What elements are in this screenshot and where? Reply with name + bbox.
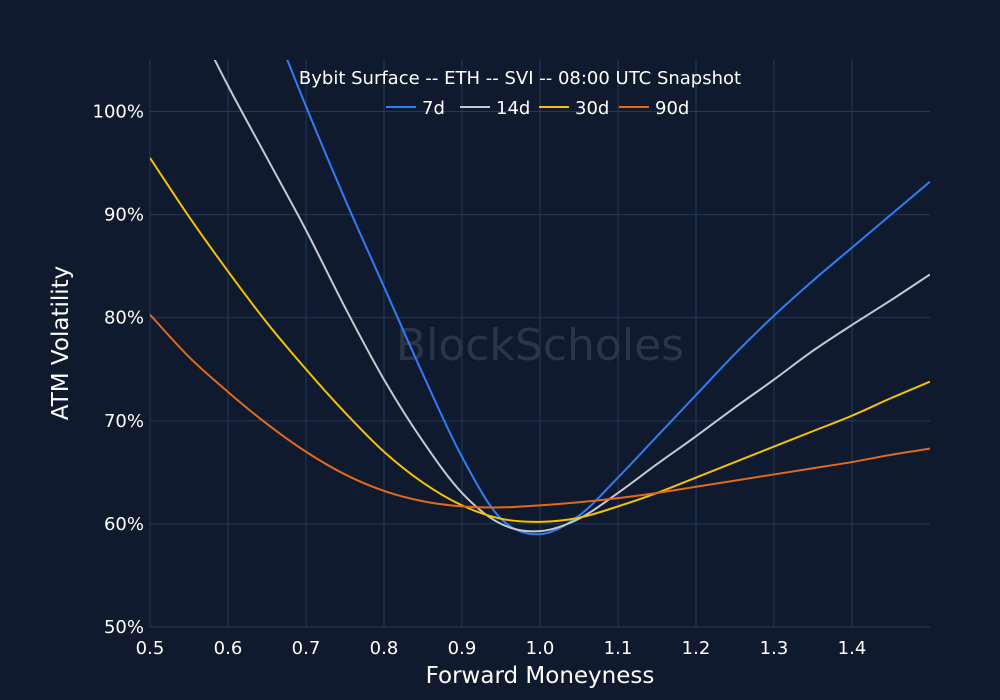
chart-title: Bybit Surface -- ETH -- SVI -- 08:00 UTC… bbox=[299, 68, 741, 89]
legend-item-90d[interactable]: 90d bbox=[619, 98, 689, 119]
legend-label: 30d bbox=[575, 98, 609, 119]
legend-label: 7d bbox=[422, 98, 445, 119]
series-lines bbox=[150, 60, 930, 536]
y-tick-label: 60% bbox=[104, 514, 144, 535]
watermark: BlockScholes bbox=[396, 320, 684, 371]
legend-item-14d[interactable]: 14d bbox=[460, 98, 530, 119]
x-tick-label: 0.9 bbox=[448, 638, 477, 659]
y-tick-label: 90% bbox=[104, 205, 144, 226]
y-tick-label: 100% bbox=[93, 102, 144, 123]
y-tick-label: 70% bbox=[104, 411, 144, 432]
x-tick-label: 1.2 bbox=[682, 638, 711, 659]
legend-item-30d[interactable]: 30d bbox=[539, 98, 609, 119]
x-tick-label: 1.0 bbox=[526, 638, 555, 659]
legend-item-7d[interactable]: 7d bbox=[386, 98, 445, 119]
x-tick-label: 0.7 bbox=[292, 638, 321, 659]
grid-lines bbox=[149, 60, 930, 628]
x-axis-ticks: 0.5 0.6 0.7 0.8 0.9 1.0 1.1 1.2 1.3 1.4 bbox=[136, 638, 867, 659]
x-tick-label: 1.3 bbox=[760, 638, 789, 659]
y-tick-label: 50% bbox=[104, 617, 144, 638]
series-line-14d bbox=[213, 60, 930, 533]
y-axis-ticks: 50% 60% 70% 80% 90% 100% bbox=[93, 102, 144, 638]
legend: 7d 14d 30d 90d bbox=[386, 98, 689, 119]
x-tick-label: 0.6 bbox=[214, 638, 243, 659]
x-tick-label: 1.4 bbox=[838, 638, 867, 659]
x-tick-label: 0.5 bbox=[136, 638, 165, 659]
x-tick-label: 1.1 bbox=[604, 638, 633, 659]
legend-label: 14d bbox=[496, 98, 530, 119]
series-line-30d bbox=[150, 157, 930, 523]
y-tick-label: 80% bbox=[104, 308, 144, 329]
series-line-90d bbox=[150, 313, 930, 509]
x-axis-title: Forward Moneyness bbox=[426, 663, 655, 689]
legend-label: 90d bbox=[655, 98, 689, 119]
x-tick-label: 0.8 bbox=[370, 638, 399, 659]
y-axis-title: ATM Volatility bbox=[48, 266, 74, 420]
